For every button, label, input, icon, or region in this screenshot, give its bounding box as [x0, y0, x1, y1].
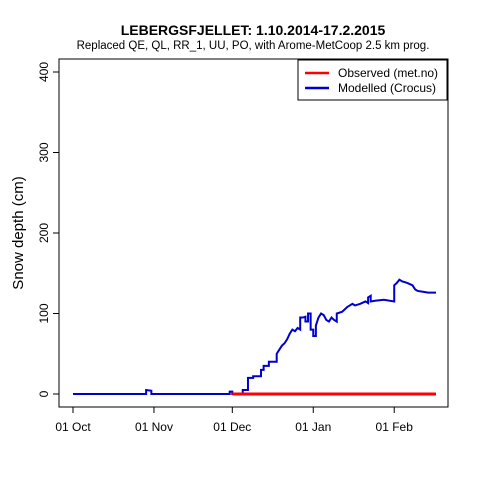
- chart-subtitle: Replaced QE, QL, RR_1, UU, PO, with Arom…: [77, 40, 430, 52]
- legend: Observed (met.no) Modelled (Crocus): [297, 59, 448, 101]
- x-tick-label: 01 Jan: [295, 420, 331, 434]
- series-lines: [73, 278, 436, 396]
- legend-entry-modelled: Modelled (Crocus): [338, 81, 436, 95]
- legend-entry-observed: Observed (met.no): [338, 66, 438, 80]
- x-tick-label: 01 Dec: [213, 420, 251, 434]
- y-ticks: 0 100 200 300 400: [37, 62, 59, 397]
- y-tick-label: 400: [37, 62, 51, 82]
- x-tick-label: 01 Feb: [376, 420, 414, 434]
- y-tick-label: 100: [37, 303, 51, 323]
- y-tick-label: 0: [37, 390, 51, 397]
- x-tick-label: 01 Nov: [135, 420, 173, 434]
- plot-frame: [58, 58, 449, 408]
- x-tick-label: 01 Oct: [55, 420, 91, 434]
- x-ticks: 01 Oct 01 Nov 01 Dec 01 Jan 01 Feb: [55, 407, 413, 434]
- y-axis-label: Snow depth (cm): [10, 176, 27, 289]
- y-tick-label: 200: [37, 223, 51, 243]
- series-line-modelled: [73, 278, 436, 395]
- legend-box: [297, 59, 448, 101]
- y-tick-label: 300: [37, 142, 51, 162]
- chart-title: LEBERGSFJELLET: 1.10.2014-17.2.2015: [121, 22, 386, 38]
